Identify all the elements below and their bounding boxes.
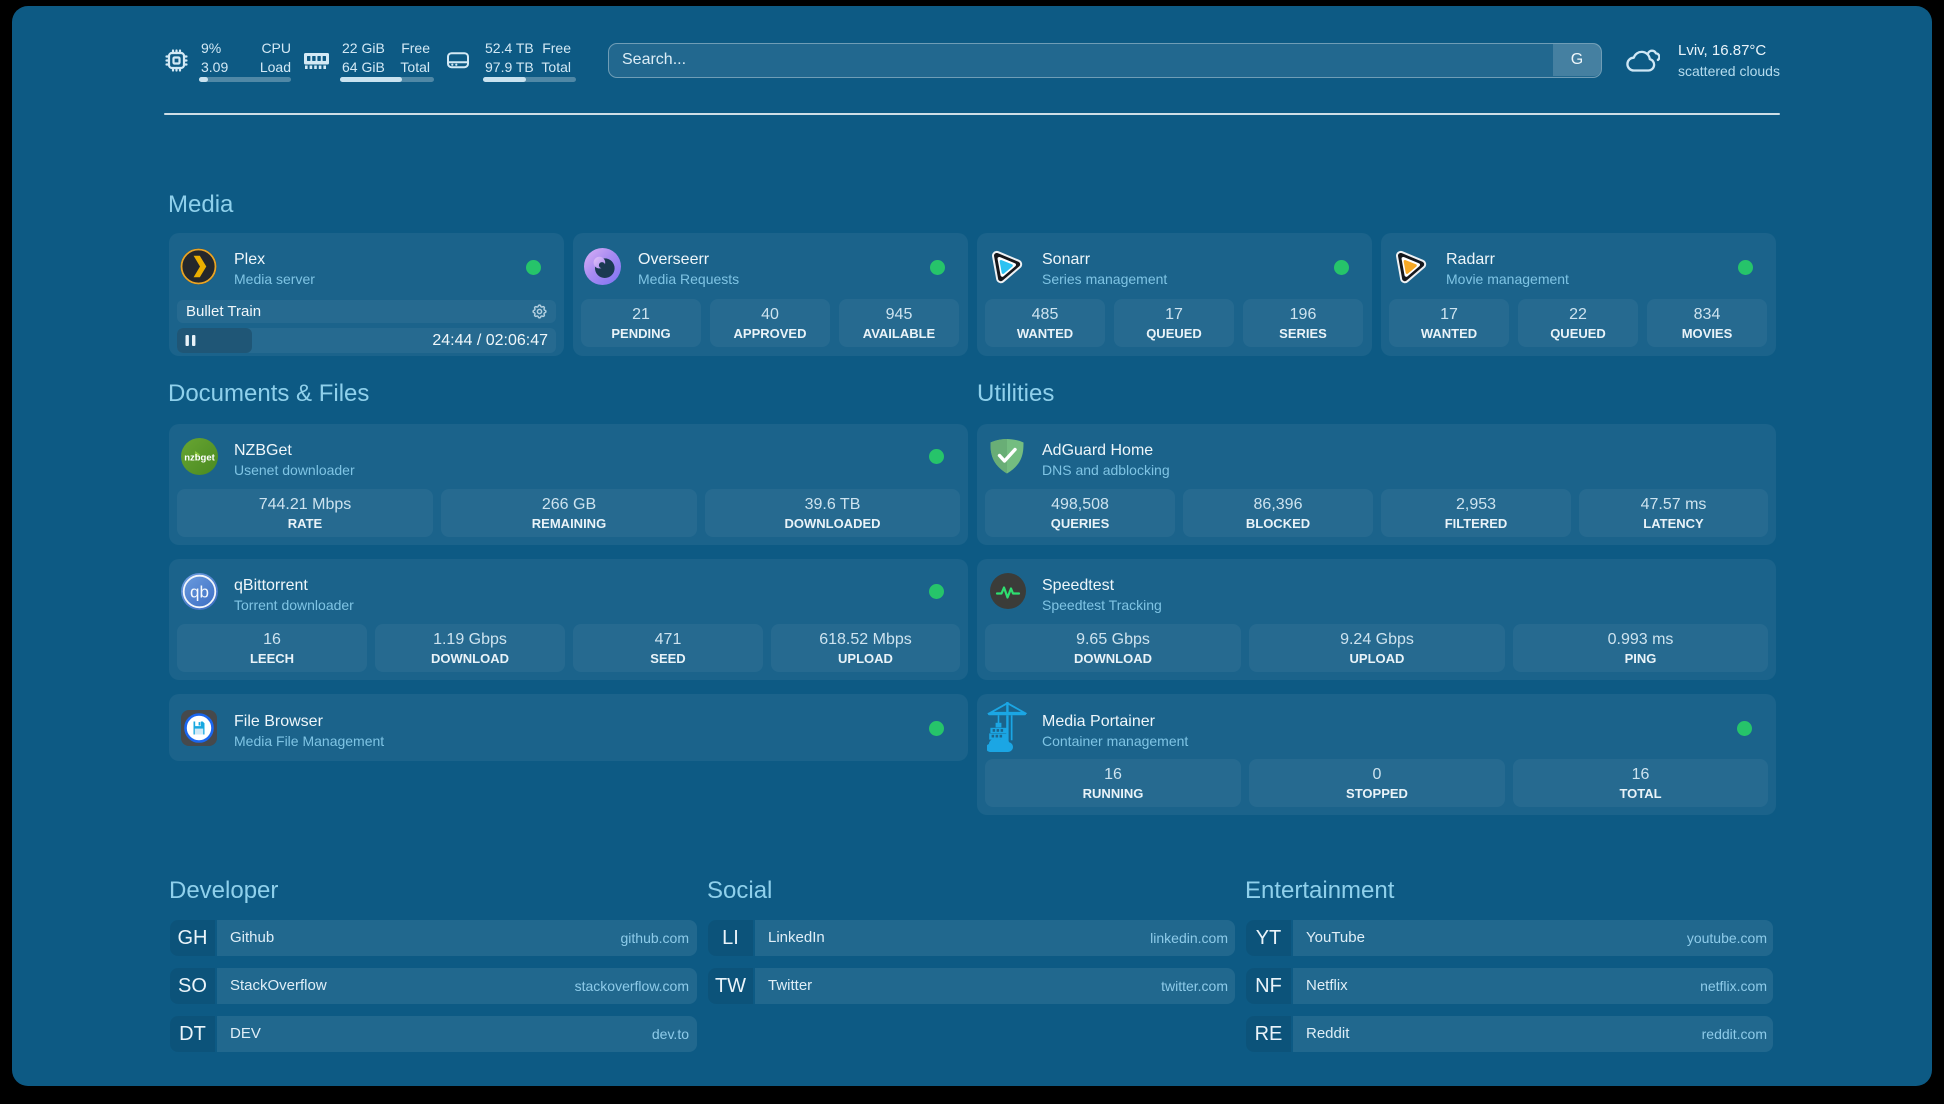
svg-text:nzbget: nzbget [184,453,215,464]
svg-text:qb: qb [190,583,209,602]
